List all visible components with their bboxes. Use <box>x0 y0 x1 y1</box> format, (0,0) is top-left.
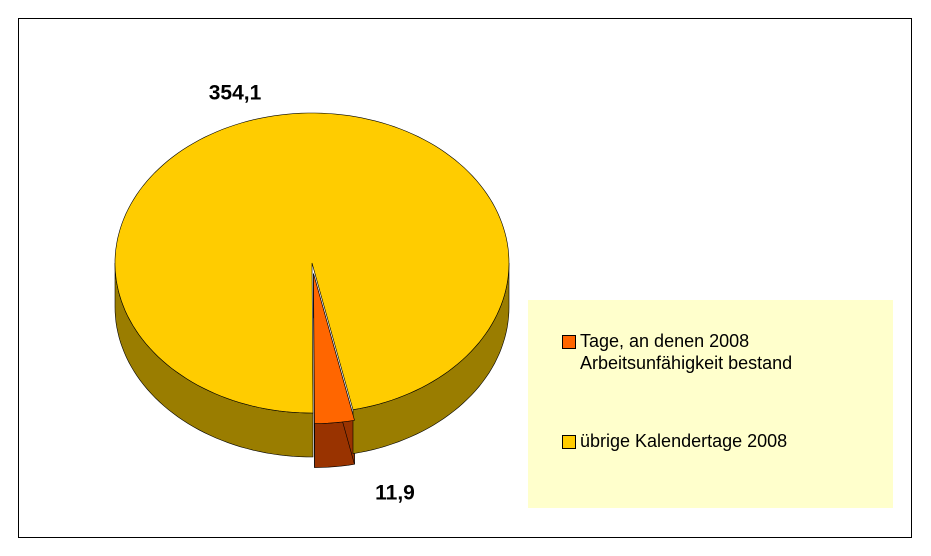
chart-border <box>18 18 912 538</box>
legend-label: übrige Kalendertage 2008 <box>580 431 788 451</box>
legend-swatch <box>562 435 576 449</box>
legend-entry: übrige Kalendertage 2008 <box>562 430 880 452</box>
slice <box>114 112 510 414</box>
data-label: 11,9 <box>375 482 415 505</box>
slice <box>313 273 355 424</box>
legend-swatch <box>562 335 576 349</box>
legend-label: Tage, an denen 2008 Arbeitsunfähigkeit b… <box>580 331 793 373</box>
legend: Tage, an denen 2008 Arbeitsunfähigkeit b… <box>528 300 893 508</box>
legend-entry: Tage, an denen 2008 Arbeitsunfähigkeit b… <box>562 330 880 374</box>
pie <box>114 112 510 468</box>
data-label: 354,1 <box>209 82 262 105</box>
